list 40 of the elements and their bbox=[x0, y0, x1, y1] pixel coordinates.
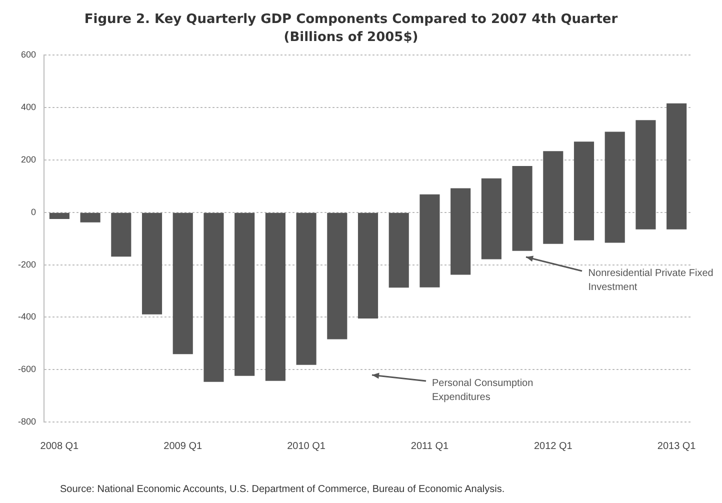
bar bbox=[80, 212, 100, 222]
annotation: Personal Consumption Expenditures bbox=[432, 376, 534, 404]
x-tick-label: 2008 Q1 bbox=[40, 440, 80, 452]
y-tick-label: -800 bbox=[18, 416, 36, 426]
bar bbox=[481, 178, 502, 260]
x-tick-label: 2012 Q1 bbox=[534, 440, 573, 452]
bar bbox=[49, 212, 70, 219]
chart-title: Figure 2. Key Quarterly GDP Components Compared to 2007 4th Quarter bbox=[84, 12, 618, 28]
bar bbox=[234, 212, 255, 376]
bar bbox=[142, 212, 162, 314]
source-note: Source: National Economic Accounts, U.S. Department of Commerce, Bureau of Economic Analysis. bbox=[60, 484, 505, 495]
bar bbox=[296, 212, 316, 365]
bar bbox=[388, 212, 409, 288]
y-tick-label: 600 bbox=[20, 50, 36, 60]
bar bbox=[574, 142, 594, 240]
bar bbox=[111, 212, 132, 257]
bar bbox=[604, 132, 625, 243]
bar bbox=[265, 212, 286, 381]
x-tick-label: 2013 Q1 bbox=[657, 440, 696, 452]
x-tick-label: 2011 Q1 bbox=[410, 440, 449, 452]
y-tick-label: -200 bbox=[18, 259, 36, 270]
chart-subtitle: (Billions of 2005$) bbox=[284, 30, 418, 45]
bar bbox=[172, 212, 193, 354]
bar bbox=[636, 120, 656, 230]
x-tick-label: 2010 Q1 bbox=[287, 440, 326, 452]
bar bbox=[358, 212, 378, 319]
y-tick-label: 200 bbox=[20, 154, 36, 164]
bar bbox=[450, 188, 471, 275]
y-tick-label: -600 bbox=[18, 364, 36, 374]
y-tick-label: 400 bbox=[20, 102, 36, 112]
bar bbox=[420, 194, 440, 288]
x-tick-label: 2009 Q1 bbox=[164, 440, 202, 452]
bar bbox=[204, 212, 224, 382]
bar bbox=[543, 151, 564, 244]
bar bbox=[327, 212, 348, 340]
annotation: Nonresidential Private Fixed Investment bbox=[588, 266, 714, 295]
y-tick-label: -400 bbox=[18, 312, 36, 322]
bar bbox=[666, 103, 687, 230]
y-tick-label: 0 bbox=[31, 206, 36, 217]
bar bbox=[512, 166, 532, 251]
